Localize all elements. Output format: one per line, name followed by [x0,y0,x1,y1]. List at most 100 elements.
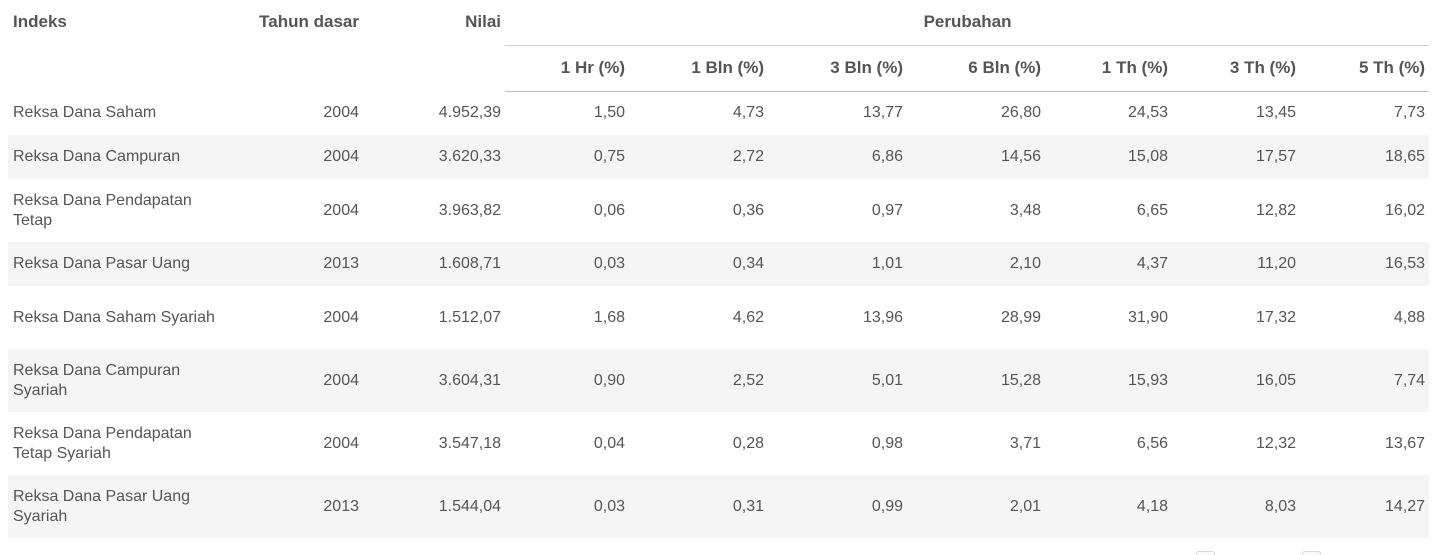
row-change-3th: 12,82 [1255,201,1296,219]
row-year: 2013 [236,242,363,286]
row-name: Reksa Dana Campuran [8,135,236,179]
row-change-6bln: 14,56 [907,135,1045,179]
row-year: 2004 [323,308,359,326]
row-name: Reksa Dana Saham Syariah [13,308,215,326]
row-value: 3.620,33 [363,135,505,179]
row-change-3bln: 6,86 [768,135,907,179]
row-value: 1.608,71 [363,242,505,286]
row-name: Reksa Dana Pendapatan Tetap Syariah [13,424,192,462]
row-name: Reksa Dana Pasar Uang Syariah [8,475,236,538]
scroll-control-left[interactable] [1196,551,1215,555]
row-change-1th: 15,93 [1045,349,1172,412]
row-change-3th: 12,32 [1255,434,1296,452]
row-change-6bln: 3,48 [1009,201,1041,219]
row-value: 1.544,04 [363,475,505,538]
header-row-top: Indeks Tahun dasar Nilai Perubahan [8,0,1430,46]
row-change-5th: 7,73 [1393,104,1426,122]
table-row: Reksa Dana Pendapatan Tetap 2004 3.963,8… [8,179,1429,242]
row-value: 3.604,31 [363,349,505,412]
row-change-6bln: 28,99 [1000,308,1041,326]
row-change-5th: 13,67 [1385,434,1426,452]
table-row: Reksa Dana Pasar Uang 2013 1.608,71 0,03… [8,242,1430,286]
header-1th[interactable]: 1 Th (%) [1045,45,1172,92]
row-year: 2004 [323,201,359,219]
header-3bln[interactable]: 3 Bln (%) [768,45,907,92]
row-change-5th: 7,74 [1300,349,1430,412]
row-change-3bln: 5,01 [768,349,907,412]
row-name: Reksa Dana Pendapatan Tetap [13,191,192,229]
header-3th[interactable]: 3 Th (%) [1172,45,1300,92]
row-value: 4.952,39 [438,104,501,121]
row-year: 2004 [323,434,359,452]
row-change-5th: 14,27 [1300,475,1430,538]
row-change-1bln: 4,62 [732,308,764,326]
row-change-5th: 16,02 [1385,201,1426,219]
row-value: 3.963,82 [438,201,501,219]
row-change-6bln: 2,01 [907,475,1045,538]
row-change-6bln: 2,10 [907,242,1045,286]
table-row: Reksa Dana Saham 2004 4.952,39 1,50 4,73… [8,91,1429,135]
row-year: 2004 [236,135,363,179]
row-change-1th: 24,53 [1127,104,1168,122]
row-change-1bln: 0,36 [732,201,764,219]
row-value: 1.512,07 [438,308,501,326]
header-1hr[interactable]: 1 Hr (%) [505,45,629,92]
row-change-6bln: 3,71 [1009,434,1041,452]
row-change-1bln: 4,73 [732,104,764,122]
row-change-1bln: 0,34 [629,242,768,286]
header-6bln[interactable]: 6 Bln (%) [907,45,1045,92]
row-change-5th: 18,65 [1300,135,1430,179]
row-name: Reksa Dana Saham [13,104,157,121]
row-change-3bln: 0,99 [768,475,907,538]
row-change-1hr: 1,68 [593,308,625,326]
row-change-3bln: 0,98 [871,434,903,452]
row-change-3th: 16,05 [1172,349,1300,412]
row-change-3th: 17,57 [1172,135,1300,179]
scroll-control-right[interactable] [1302,551,1321,555]
row-change-1bln: 2,72 [629,135,768,179]
row-change-3bln: 1,01 [768,242,907,286]
row-change-5th: 4,88 [1393,308,1426,326]
row-change-3th: 13,45 [1255,104,1296,122]
row-name: Reksa Dana Campuran Syariah [8,349,236,412]
row-change-1bln: 0,31 [629,475,768,538]
row-change-1hr: 1,50 [593,104,625,122]
row-change-3bln: 0,97 [871,201,903,219]
row-change-6bln: 26,80 [1000,104,1041,122]
row-change-1bln: 2,52 [629,349,768,412]
row-year: 2004 [323,104,359,121]
row-change-5th: 16,53 [1300,242,1430,286]
row-change-1th: 6,56 [1136,434,1168,452]
table-row: Reksa Dana Pasar Uang Syariah 2013 1.544… [8,475,1430,538]
row-change-1th: 4,37 [1045,242,1172,286]
row-change-1hr: 0,04 [593,434,625,452]
row-change-3th: 11,20 [1172,242,1300,286]
table-row: Reksa Dana Saham Syariah 2004 1.512,07 1… [8,286,1429,349]
row-year: 2004 [236,349,363,412]
header-1bln[interactable]: 1 Bln (%) [629,45,768,92]
table-row: Reksa Dana Campuran Syariah 2004 3.604,3… [8,349,1430,412]
header-row-sub: 1 Hr (%) 1 Bln (%) 3 Bln (%) 6 Bln (%) 1… [8,45,1430,92]
header-perubahan: Perubahan [505,0,1430,46]
header-indeks[interactable]: Indeks [13,12,67,31]
table-row: Reksa Dana Campuran 2004 3.620,33 0,75 2… [8,135,1430,179]
row-change-1th: 31,90 [1127,308,1168,326]
row-change-1bln: 0,28 [732,434,764,452]
row-year: 2013 [236,475,363,538]
row-change-1hr: 0,06 [593,201,625,219]
row-change-6bln: 15,28 [907,349,1045,412]
header-nilai[interactable]: Nilai [465,12,501,31]
row-change-1hr: 0,03 [505,242,629,286]
header-5th[interactable]: 5 Th (%) [1300,45,1430,92]
row-change-1hr: 0,90 [505,349,629,412]
row-change-1hr: 0,03 [505,475,629,538]
index-table: Indeks Tahun dasar Nilai Perubahan 1 Hr … [8,0,1430,538]
row-change-1th: 4,18 [1045,475,1172,538]
row-name: Reksa Dana Pasar Uang [8,242,236,286]
header-tahun-dasar[interactable]: Tahun dasar [259,12,359,31]
row-change-3th: 17,32 [1255,308,1296,326]
row-change-3bln: 13,77 [862,104,903,122]
row-value: 3.547,18 [438,434,501,452]
row-change-1th: 15,08 [1045,135,1172,179]
row-change-3bln: 13,96 [862,308,903,326]
